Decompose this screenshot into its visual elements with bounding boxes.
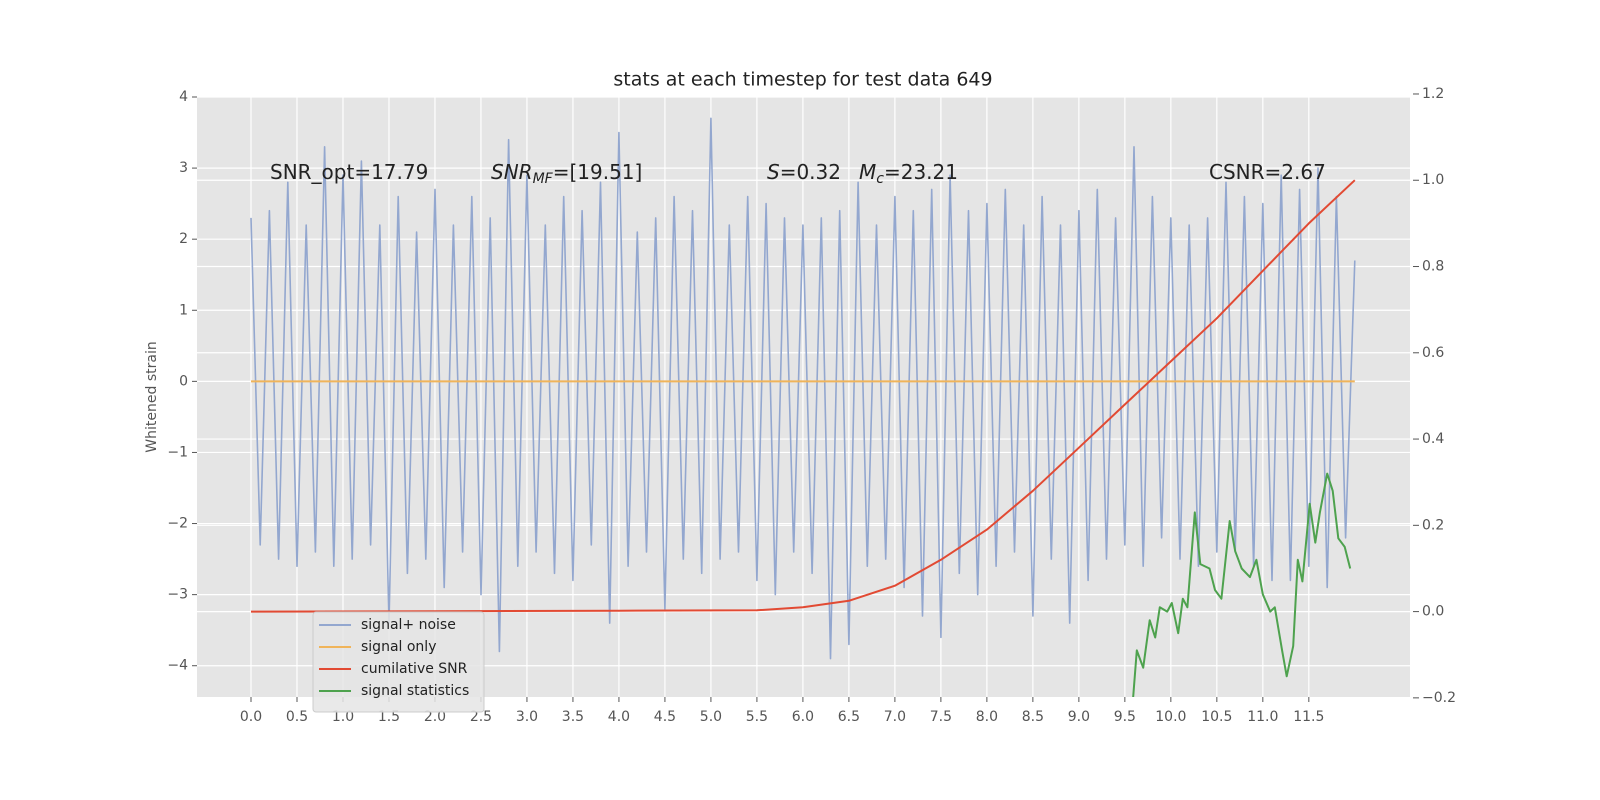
x-tick-label: 8.5 (1022, 709, 1044, 725)
chart-title: stats at each timestep for test data 649 (613, 69, 992, 91)
annotation-sub: c (876, 171, 884, 187)
x-tick-label: 2.0 (424, 709, 446, 725)
y2-tick-label: 1.2 (1422, 86, 1444, 102)
y-tick-label: 1 (179, 302, 188, 318)
series-line (1132, 472, 1352, 697)
legend-label: signal only (361, 639, 436, 655)
annotation-main: S (767, 160, 780, 184)
x-tick-label: 6.0 (792, 709, 814, 725)
y2-tick-label: 0.6 (1422, 345, 1444, 361)
y-axis-label: Whitened strain (144, 341, 160, 452)
x-tick-label: 1.5 (378, 709, 400, 725)
legend-label: signal statistics (361, 683, 469, 699)
annotation-main: CSNR=2.67 (1209, 160, 1326, 184)
overlay: 0.0 0.5 1.0 1.5 2.0 2.5 3.0 3.5 4.0 4.5 5.0 5.5 6.0 6… (167, 86, 1456, 725)
annotation-main: SNR_opt=17.79 (270, 160, 428, 184)
y-tick-label: 4 (179, 89, 188, 105)
x-tick-label: 7.5 (930, 709, 952, 725)
legend-label: signal+ noise (361, 617, 456, 633)
y-tick-label: 0 (179, 373, 188, 389)
y-tick-label: 2 (179, 231, 188, 247)
y-tick-label: 3 (179, 160, 188, 176)
annotation: CSNR=2.67 (1209, 160, 1326, 184)
x-tick-label: 3.5 (562, 709, 584, 725)
y2-tick-label: 0.0 (1422, 604, 1444, 620)
y-tick-label: −1 (167, 444, 188, 460)
y2-tick-label: −0.2 (1422, 690, 1456, 706)
annotation-rest: =23.21 (884, 160, 958, 184)
x-tick-label: 2.5 (470, 709, 492, 725)
x-tick-label: 8.0 (976, 709, 998, 725)
y2-tick-label: 0.8 (1422, 259, 1444, 275)
annotation-rest: =[19.51] (553, 160, 643, 184)
x-tick-label: 11.5 (1293, 709, 1324, 725)
annotation: Mc=23.21 (859, 160, 958, 188)
x-tick-label: 4.0 (608, 709, 630, 725)
y-tick-label: −2 (167, 516, 188, 532)
x-tick-label: 1.0 (332, 709, 354, 725)
annotation-main: SNR (491, 160, 533, 184)
y2-tick-label: 0.2 (1422, 517, 1444, 533)
x-tick-label: 9.5 (1114, 709, 1136, 725)
annotation-sub: MF (533, 171, 554, 187)
legend-box (312, 611, 485, 713)
y-tick-label: −4 (167, 658, 188, 674)
x-tick-label: 5.5 (746, 709, 768, 725)
x-tick-label: 0.5 (286, 709, 308, 725)
x-tick-label: 11.0 (1247, 709, 1278, 725)
x-tick-label: 3.0 (516, 709, 538, 725)
y2-tick-label: 1.0 (1422, 172, 1444, 188)
lines (250, 117, 1356, 697)
annotation-rest: =0.32 (780, 160, 841, 184)
legend-label: cumilative SNR (361, 661, 468, 677)
annotation: SNRMF=[19.51] (491, 160, 642, 188)
series-line (250, 117, 1356, 660)
x-tick-label: 7.0 (884, 709, 906, 725)
x-tick-label: 4.5 (654, 709, 676, 725)
y-tick-label: −3 (167, 587, 188, 603)
series-line (250, 179, 1356, 613)
x-tick-label: 0.0 (240, 709, 262, 725)
x-tick-label: 10.5 (1201, 709, 1232, 725)
y2-tick-label: 0.4 (1422, 431, 1444, 447)
annotation: S=0.32 (767, 160, 841, 184)
annotation: SNR_opt=17.79 (270, 160, 428, 184)
x-tick-label: 9.0 (1068, 709, 1090, 725)
x-tick-label: 6.5 (838, 709, 860, 725)
x-tick-label: 10.0 (1155, 709, 1186, 725)
x-tick-label: 5.0 (700, 709, 722, 725)
annotation-main: M (859, 160, 876, 184)
